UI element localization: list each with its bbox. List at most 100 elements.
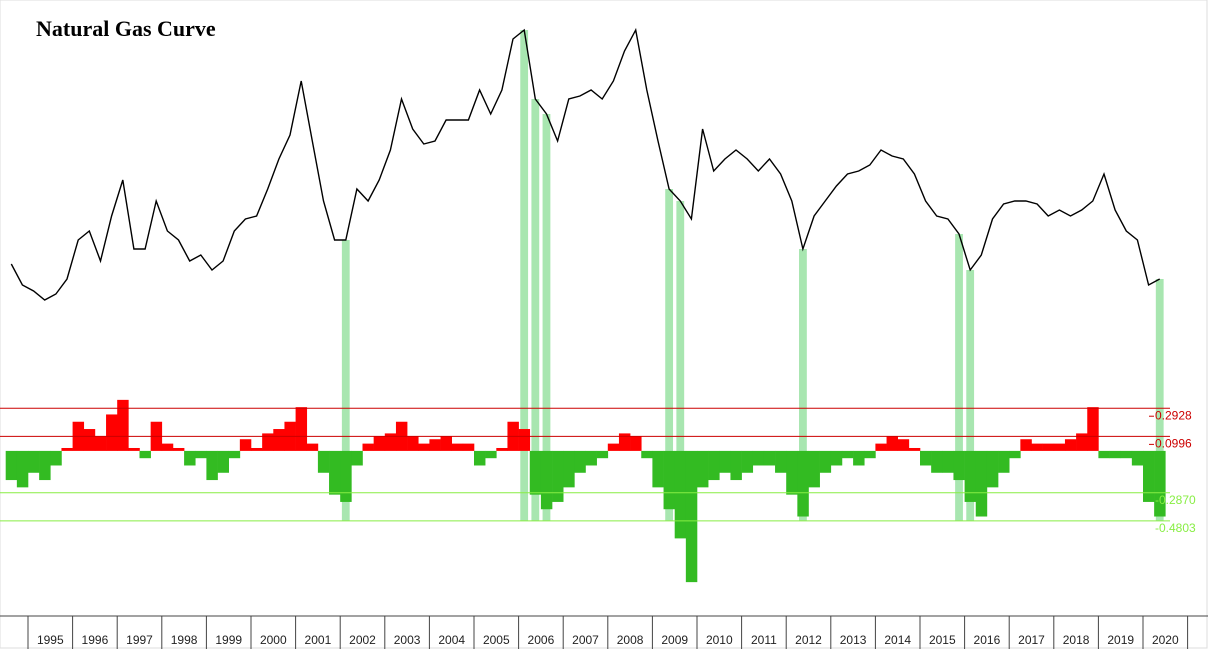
oscillator-bar bbox=[451, 443, 464, 451]
oscillator-bar bbox=[239, 439, 252, 451]
plot: 0.2928 0.0996 -0.2870 -0.4803 bbox=[0, 27, 1196, 583]
oscillator-bar bbox=[763, 450, 776, 466]
highlight-band bbox=[542, 114, 551, 521]
x-tick-label: 2013 bbox=[840, 633, 867, 647]
oscillator-bar bbox=[83, 429, 96, 451]
oscillator-bar bbox=[94, 436, 107, 451]
x-tick-label: 2014 bbox=[884, 633, 911, 647]
oscillator-bar bbox=[897, 439, 910, 451]
oscillator-bar bbox=[596, 450, 609, 459]
oscillator-bar bbox=[1042, 443, 1055, 451]
oscillator-bar bbox=[5, 450, 18, 481]
x-tick-label: 1996 bbox=[82, 633, 109, 647]
oscillator-bar bbox=[340, 450, 352, 502]
reference-label: 0.2928 bbox=[1155, 408, 1192, 422]
oscillator-bar bbox=[574, 450, 586, 473]
highlight-band bbox=[520, 30, 529, 521]
oscillator-bar bbox=[106, 414, 118, 451]
oscillator-bar bbox=[1143, 450, 1155, 502]
oscillator-bar bbox=[830, 450, 843, 466]
highlight-band bbox=[676, 201, 685, 521]
oscillator-bar bbox=[607, 443, 620, 451]
oscillator-bar bbox=[563, 450, 575, 488]
highlight-band bbox=[799, 249, 807, 521]
oscillator-bar bbox=[351, 450, 363, 466]
oscillator-bar bbox=[1064, 439, 1077, 451]
oscillator-bar bbox=[161, 443, 174, 451]
x-tick-label: 2019 bbox=[1107, 633, 1134, 647]
oscillator-bar bbox=[172, 447, 185, 451]
oscillator-bar bbox=[1098, 450, 1110, 459]
oscillator-bar bbox=[429, 439, 441, 451]
x-tick-label: 2010 bbox=[706, 633, 733, 647]
oscillator-bar bbox=[708, 450, 720, 481]
reference-label: -0.4803 bbox=[1155, 521, 1196, 535]
oscillator-bar bbox=[841, 450, 854, 459]
oscillator-bar bbox=[775, 450, 787, 473]
oscillator-bar bbox=[618, 433, 631, 451]
oscillator-bar bbox=[317, 450, 330, 473]
highlight-band bbox=[665, 189, 674, 521]
oscillator-bar bbox=[329, 450, 341, 495]
oscillator-bar bbox=[195, 450, 207, 459]
oscillator-bar bbox=[964, 450, 977, 502]
x-tick-label: 2002 bbox=[349, 633, 376, 647]
oscillator-bar bbox=[139, 450, 151, 459]
x-tick-label: 2001 bbox=[305, 633, 332, 647]
reference-label: 0.0996 bbox=[1155, 437, 1192, 451]
oscillator-bar bbox=[975, 450, 988, 517]
oscillator-bar bbox=[875, 443, 887, 451]
oscillator-bar bbox=[273, 429, 285, 451]
highlight-band bbox=[341, 240, 350, 521]
oscillator-bar bbox=[730, 450, 742, 481]
oscillator-bar bbox=[1087, 407, 1099, 451]
oscillator-bar bbox=[1109, 450, 1121, 459]
oscillator-bar bbox=[786, 450, 798, 495]
reference-label: -0.2870 bbox=[1155, 493, 1196, 507]
oscillator-bar bbox=[1053, 443, 1066, 451]
oscillator-bar bbox=[931, 450, 943, 473]
oscillator-bar bbox=[663, 450, 675, 510]
oscillator-bar bbox=[674, 450, 687, 539]
oscillator-bar bbox=[998, 450, 1010, 473]
oscillator-bar bbox=[1031, 443, 1043, 451]
oscillator-bar bbox=[797, 450, 809, 517]
highlight-band bbox=[955, 234, 963, 521]
chart-title: Natural Gas Curve bbox=[36, 16, 216, 41]
oscillator-bar bbox=[1009, 450, 1021, 459]
oscillator-bar bbox=[942, 450, 954, 473]
oscillator-bar bbox=[585, 450, 597, 466]
oscillator-bar bbox=[407, 436, 419, 451]
oscillator-bar bbox=[552, 450, 564, 502]
oscillator-bar bbox=[440, 436, 452, 451]
oscillator-bar bbox=[128, 447, 140, 451]
oscillator-bar bbox=[206, 450, 218, 481]
highlight-band bbox=[531, 99, 540, 521]
x-tick-label: 2005 bbox=[483, 633, 510, 647]
x-tick-label: 2018 bbox=[1063, 633, 1090, 647]
oscillator-bar bbox=[953, 450, 965, 481]
oscillator-bar bbox=[719, 450, 731, 473]
highlight-band bbox=[966, 270, 975, 521]
price-line bbox=[10, 27, 1161, 301]
oscillator-bar bbox=[485, 450, 497, 459]
oscillator-bar bbox=[262, 433, 274, 451]
x-tick-label: 1995 bbox=[37, 633, 64, 647]
oscillator-bar bbox=[986, 450, 999, 488]
x-tick-label: 2016 bbox=[974, 633, 1001, 647]
x-tick-label: 2007 bbox=[572, 633, 599, 647]
oscillator-bar bbox=[496, 447, 508, 451]
oscillator-bar bbox=[39, 450, 51, 481]
x-tick-label: 2020 bbox=[1152, 633, 1179, 647]
oscillator-bar bbox=[295, 407, 308, 451]
oscillator-bar bbox=[462, 443, 475, 451]
x-tick-label: 2015 bbox=[929, 633, 956, 647]
x-tick-label: 2012 bbox=[795, 633, 822, 647]
oscillator-bar bbox=[697, 450, 709, 488]
x-tick-label: 2006 bbox=[528, 633, 555, 647]
oscillator-bar bbox=[228, 450, 241, 459]
oscillator-bar bbox=[251, 447, 263, 451]
x-tick-label: 2004 bbox=[438, 633, 465, 647]
x-tick-label: 2008 bbox=[617, 633, 644, 647]
